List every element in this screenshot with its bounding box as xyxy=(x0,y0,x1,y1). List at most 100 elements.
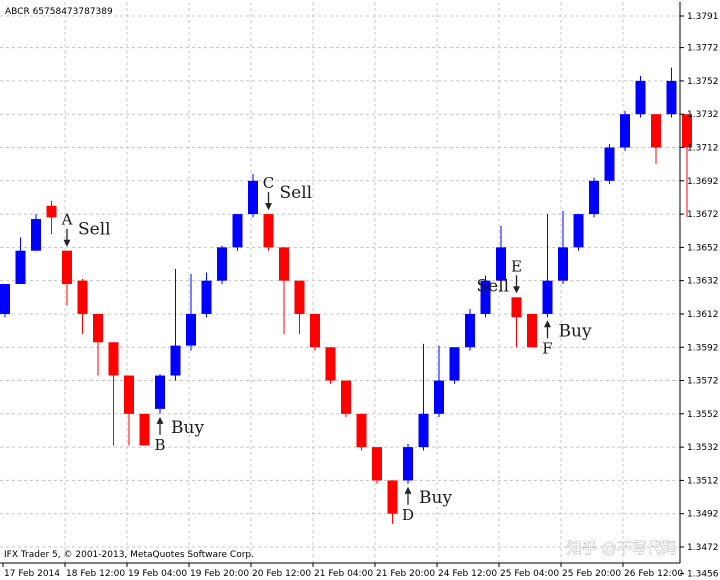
candle-body xyxy=(589,180,599,215)
x-tick-label: 19 Feb 20:00 xyxy=(190,569,249,579)
y-tick-label: 1.3732 xyxy=(687,110,719,120)
candle-body xyxy=(325,347,336,381)
candle xyxy=(108,342,119,446)
candle-body xyxy=(635,80,646,115)
candle-body xyxy=(465,313,475,348)
sell-label: Sell xyxy=(78,220,111,240)
candle xyxy=(589,177,599,218)
candle-body xyxy=(511,297,522,318)
candle-body xyxy=(449,347,460,381)
candle xyxy=(403,443,413,484)
candle xyxy=(155,373,165,414)
candle-body xyxy=(294,280,305,314)
y-tick-label: 1.3752 xyxy=(687,77,719,87)
candle-body xyxy=(248,180,258,215)
candle-body xyxy=(93,313,103,343)
x-tick-label: 19 Feb 04:00 xyxy=(128,569,187,579)
candle-body xyxy=(372,447,382,481)
annotation-letter: D xyxy=(402,506,414,524)
candle-body xyxy=(263,214,274,248)
candle xyxy=(325,347,336,384)
x-tick-label: 21 Feb 04:00 xyxy=(314,569,373,579)
candle-body xyxy=(387,480,398,514)
annotation-letter: E xyxy=(511,257,522,275)
annotation-a: A Sell xyxy=(61,211,111,247)
candle-body xyxy=(108,342,119,376)
candle-body xyxy=(170,345,181,376)
candles xyxy=(0,67,692,524)
candle xyxy=(542,214,553,318)
y-tick-label: 1.3692 xyxy=(687,177,719,187)
buy-arrowhead xyxy=(156,416,164,424)
candle xyxy=(341,380,351,418)
y-tick-label: 1.3652 xyxy=(687,243,719,253)
y-tick-label: 1.3512 xyxy=(687,476,719,486)
annotation-letter: C xyxy=(263,174,274,192)
candle xyxy=(372,447,382,484)
y-tick-label: 1.3552 xyxy=(687,410,719,420)
annotation-b: B Buy xyxy=(154,416,204,454)
sell-arrowhead xyxy=(513,286,520,294)
watermark: 知乎 @不写代码 xyxy=(567,539,677,557)
candle-body xyxy=(604,147,615,181)
x-tick-label: 26 Feb 12:00 xyxy=(624,569,683,579)
sell-arrowhead xyxy=(63,239,71,247)
candle-body xyxy=(279,247,289,281)
x-tick-label: 25 Feb 04:00 xyxy=(500,569,559,579)
buy-label: Buy xyxy=(419,488,452,508)
candle-body xyxy=(356,413,367,448)
candle xyxy=(124,375,134,446)
candle xyxy=(248,174,258,218)
price-axis[interactable]: 1.3791 1.3772 1.3752 1.3732 1.3712 1.3692 1.36… xyxy=(680,12,719,580)
candle-body xyxy=(186,313,196,346)
candle xyxy=(31,214,41,251)
candle xyxy=(77,279,88,334)
candle xyxy=(418,343,429,451)
y-tick-label: 1.3456 xyxy=(687,570,719,580)
candle-body xyxy=(341,380,351,414)
time-axis[interactable]: 17 Feb 2014 18 Feb 12:00 19 Feb 04:00 19 Fe… xyxy=(2,563,683,579)
candle xyxy=(201,272,212,318)
candle-body xyxy=(496,247,506,281)
candle-body xyxy=(418,413,429,448)
candle xyxy=(651,114,661,165)
buy-arrowhead xyxy=(544,320,551,328)
copyright-text: IFX Trader 5, © 2001-2013, MetaQuotes So… xyxy=(4,550,254,560)
candle-body xyxy=(620,114,630,148)
sell-label: Sell xyxy=(477,276,510,296)
symbol-title: ABCR 65758473787389 xyxy=(5,7,113,17)
candle-body xyxy=(403,447,413,481)
candle-body xyxy=(46,205,57,218)
candle xyxy=(449,347,460,384)
annotation-letter: B xyxy=(154,436,165,454)
candle xyxy=(294,280,305,334)
candle xyxy=(0,283,10,318)
annotation-d: D Buy xyxy=(402,486,452,524)
candle-body xyxy=(527,313,537,348)
candle-body xyxy=(573,214,584,248)
y-tick-label: 1.3672 xyxy=(687,210,719,220)
candle xyxy=(511,297,522,348)
candle-body xyxy=(0,283,10,314)
candle xyxy=(496,225,506,284)
y-tick-label: 1.3592 xyxy=(687,343,719,353)
sell-arrowhead xyxy=(265,203,272,211)
x-tick-label: 18 Feb 12:00 xyxy=(66,569,125,579)
candle-body xyxy=(666,80,677,115)
candle xyxy=(573,214,584,251)
candle xyxy=(139,413,150,446)
y-tick-label: 1.3532 xyxy=(687,443,719,453)
y-tick-label: 1.3712 xyxy=(687,143,719,153)
candle xyxy=(620,110,630,151)
candle xyxy=(527,313,537,348)
annotation-letter: A xyxy=(61,211,73,229)
candle xyxy=(217,245,227,284)
candle xyxy=(558,210,568,284)
buy-label: Buy xyxy=(171,418,204,438)
candle xyxy=(186,274,196,351)
x-tick-label: 24 Feb 12:00 xyxy=(438,569,497,579)
